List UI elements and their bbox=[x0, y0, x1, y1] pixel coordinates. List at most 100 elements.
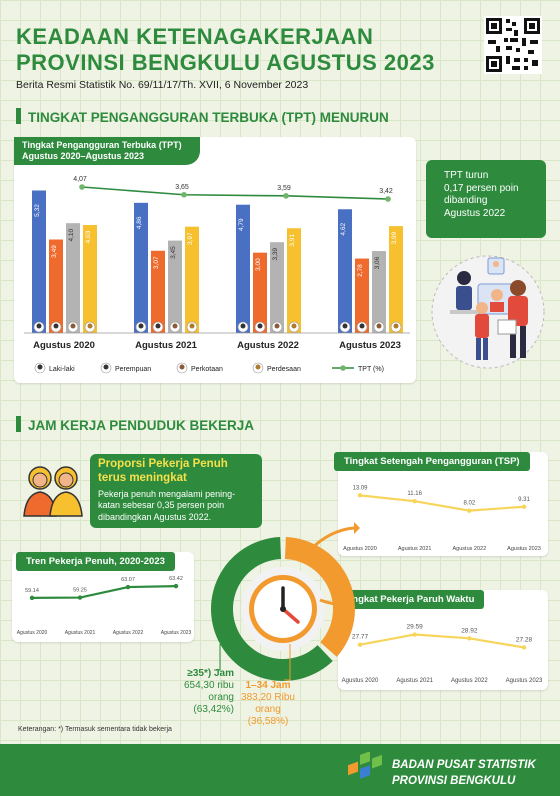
full-time-pct: (63,42%) bbox=[193, 704, 234, 715]
point-agustus-2023 bbox=[173, 583, 179, 589]
bar-perdesaan-agustus-2023 bbox=[389, 226, 403, 333]
tpt-label-agustus-2022: 3,59 bbox=[277, 185, 291, 192]
x-tick-agustus-2020: Agustus 2020 bbox=[343, 546, 377, 552]
x-tick-agustus-2023: Agustus 2023 bbox=[339, 340, 401, 351]
bar-label-perdesaan-agustus-2021: 3,97 bbox=[187, 232, 194, 245]
point-agustus-2020 bbox=[357, 493, 363, 498]
bar-perkotaan-agustus-2020 bbox=[66, 223, 80, 333]
bar-label-perempuan-agustus-2022: 3,00 bbox=[255, 258, 262, 271]
x-tick-agustus-2022: Agustus 2022 bbox=[451, 678, 488, 684]
qr-code-icon bbox=[484, 16, 542, 74]
bar-icon-dot-perkotaan-agustus-2021 bbox=[172, 323, 178, 329]
bar-icon-dot-perkotaan-agustus-2022 bbox=[274, 323, 280, 329]
bar-perdesaan-agustus-2022 bbox=[287, 228, 301, 333]
tsp-chart-title: Tingkat Setengah Pengangguran (TSP) bbox=[334, 452, 530, 471]
tpt-point-agustus-2022 bbox=[283, 193, 289, 199]
point-agustus-2021 bbox=[77, 595, 83, 600]
footer-bar bbox=[0, 744, 560, 796]
x-tick-agustus-2022: Agustus 2022 bbox=[453, 546, 487, 552]
proporsi-title-line2: terus meningkat bbox=[98, 471, 187, 484]
arrow-to-tsp bbox=[308, 526, 355, 552]
bar-label-perkotaan-agustus-2022: 3,39 bbox=[272, 247, 279, 260]
bar-label-laki-laki-agustus-2023: 4,62 bbox=[340, 223, 347, 236]
bar-label-perdesaan-agustus-2023: 3,99 bbox=[391, 231, 398, 244]
bar-label-perkotaan-agustus-2021: 3,45 bbox=[170, 246, 177, 259]
donut-part-time-segment bbox=[284, 537, 355, 657]
x-tick-agustus-2021: Agustus 2021 bbox=[135, 340, 197, 351]
bar-icon-dot-laki-laki-agustus-2021 bbox=[138, 323, 144, 329]
proporsi-title-line1: Proporsi Pekerja Penuh bbox=[98, 458, 228, 470]
series-line bbox=[31, 585, 177, 599]
point-agustus-2023 bbox=[521, 645, 527, 650]
bar-icon-dot-perempuan-agustus-2021 bbox=[155, 323, 161, 329]
bar-icon-dot-laki-laki-agustus-2022 bbox=[240, 323, 246, 329]
tpt-note-line3: dibanding bbox=[444, 195, 488, 206]
tpt-note-line1: TPT turun bbox=[444, 170, 489, 181]
value-label-agustus-2020: 27.77 bbox=[352, 634, 369, 641]
tpt-note-box: TPT turun 0,17 persen poin dibanding Agu… bbox=[426, 160, 546, 238]
proporsi-text-line1: Pekerja penuh mengalami pening- bbox=[98, 489, 236, 499]
x-tick-agustus-2023: Agustus 2023 bbox=[161, 630, 192, 636]
part-time-unit: orang bbox=[255, 704, 281, 715]
bar-perkotaan-agustus-2023 bbox=[372, 251, 386, 333]
legend-label-perempuan: Perempuan bbox=[115, 366, 151, 373]
tpt-chart-card: Tingkat Pengangguran Terbuka (TPT) Agust… bbox=[14, 137, 416, 383]
point-agustus-2022 bbox=[125, 584, 131, 590]
bar-icon-dot-perempuan-agustus-2020 bbox=[53, 323, 59, 329]
part-time-hours: 1–34 Jam bbox=[245, 680, 291, 691]
leader-full bbox=[214, 644, 221, 671]
bar-icon-dot-perdesaan-agustus-2023 bbox=[393, 323, 399, 329]
x-tick-agustus-2020: Agustus 2020 bbox=[342, 678, 379, 684]
bar-perkotaan-agustus-2022 bbox=[270, 242, 284, 333]
legend-icon-dot-perdesaan bbox=[255, 364, 261, 370]
tpt-chart-title-line1: Tingkat Pengangguran Terbuka (TPT) bbox=[22, 140, 182, 150]
point-agustus-2020 bbox=[357, 642, 363, 647]
bar-label-perkotaan-agustus-2023: 3,06 bbox=[374, 256, 381, 269]
tpt-note-line4: Agustus 2022 bbox=[444, 207, 506, 219]
part-time-pct: (36,58%) bbox=[247, 716, 289, 727]
x-tick-agustus-2022: Agustus 2022 bbox=[237, 340, 299, 351]
section-marker-2 bbox=[16, 416, 21, 432]
arrow-head-tsp bbox=[354, 522, 360, 534]
bar-perempuan-agustus-2020 bbox=[49, 239, 63, 333]
bar-label-laki-laki-agustus-2022: 4,79 bbox=[238, 218, 245, 231]
x-tick-agustus-2023: Agustus 2023 bbox=[507, 546, 541, 552]
tpt-note-line2: 0,17 persen poin bbox=[444, 182, 519, 194]
bar-laki-laki-agustus-2022 bbox=[236, 204, 250, 333]
value-label-agustus-2022: 28.92 bbox=[461, 627, 478, 634]
section-title-jam: JAM KERJA PENDUDUK BEKERJA bbox=[28, 418, 255, 433]
x-tick-agustus-2021: Agustus 2021 bbox=[65, 630, 96, 636]
bar-perdesaan-agustus-2021 bbox=[185, 226, 199, 333]
x-tick-agustus-2021: Agustus 2021 bbox=[396, 678, 433, 684]
legend-label-perkotaan: Perkotaan bbox=[191, 366, 223, 373]
value-label-agustus-2020: 13.09 bbox=[352, 485, 368, 491]
tsp-line-chart: 13.09 Agustus 2020 11.16 Agustus 2021 8.02 Ag… bbox=[343, 485, 541, 552]
legend-icon-dot-perkotaan bbox=[179, 364, 185, 370]
footer-line2: PROVINSI BENGKULU bbox=[392, 775, 516, 788]
legend-point-tpt bbox=[340, 365, 346, 371]
legend-icon-dot-laki-laki bbox=[37, 364, 43, 370]
legend-label-tpt: TPT (%) bbox=[358, 366, 384, 373]
bar-perkotaan-agustus-2021 bbox=[168, 240, 182, 333]
value-label-agustus-2021: 29.59 bbox=[407, 624, 424, 631]
keterangan-note: Keterangan: *) Termasuk sementara tidak … bbox=[18, 726, 172, 733]
point-agustus-2023 bbox=[521, 504, 527, 509]
bar-icon-dot-laki-laki-agustus-2023 bbox=[342, 323, 348, 329]
full-time-unit: orang bbox=[208, 692, 234, 703]
legend-label-laki-laki: Laki-laki bbox=[49, 366, 75, 373]
x-tick-agustus-2021: Agustus 2021 bbox=[398, 546, 432, 552]
donut-leader-lines bbox=[214, 644, 291, 681]
bar-icon-dot-perdesaan-agustus-2020 bbox=[87, 323, 93, 329]
bar-perempuan-agustus-2022 bbox=[253, 252, 267, 333]
proporsi-text-box: Pekerja penuh mengalami pening- katan se… bbox=[90, 486, 262, 528]
point-agustus-2021 bbox=[412, 498, 417, 504]
series-line bbox=[359, 494, 525, 512]
bar-label-laki-laki-agustus-2021: 4,86 bbox=[136, 216, 143, 229]
value-label-agustus-2021: 59.25 bbox=[73, 588, 87, 594]
tpt-label-agustus-2023: 3,42 bbox=[379, 188, 393, 195]
bar-laki-laki-agustus-2021 bbox=[134, 202, 148, 333]
tpt-bar-chart: 5,32 3,49 4,10 4,03 Agustus 2020 4,86 3,07 3,45… bbox=[24, 176, 410, 374]
tren-line-chart: 59.14 Agustus 2020 59.25 Agustus 2021 63.07 A… bbox=[17, 576, 192, 636]
point-agustus-2022 bbox=[467, 636, 472, 641]
legend-label-perdesaan: Perdesaan bbox=[267, 366, 301, 373]
